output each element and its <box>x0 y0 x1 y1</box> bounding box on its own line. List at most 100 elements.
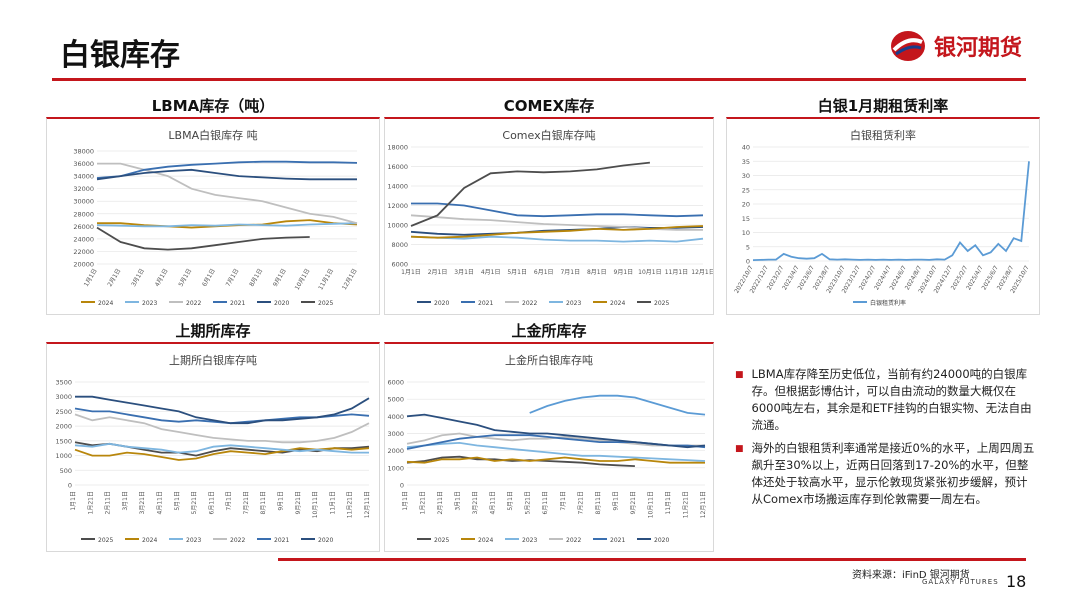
chart-lease: 白银租赁利率 0 5 10 15 20 25 30 35 40 2022/10/7 2022/12/7… <box>726 117 1040 315</box>
legend-label: 2022 <box>566 537 581 544</box>
page-title: 白银库存 <box>60 38 180 73</box>
x-tick-label: 11月1日 <box>329 491 336 514</box>
x-tick-label: 8月1日 <box>587 269 607 276</box>
commentary-item: ■ LBMA库存降至历史低位，当前有约24000吨的白银库存。但根据彭博估计，可… <box>735 366 1035 434</box>
x-tick-label: 6月1日 <box>534 269 554 276</box>
x-tick-label: 12月1日 <box>341 268 359 292</box>
y-tick-label: 24000 <box>73 235 94 243</box>
legend-label: 2025 <box>318 300 333 307</box>
series-line-2025 <box>96 226 310 251</box>
y-tick-label: 16000 <box>387 163 408 171</box>
x-tick-label: 3月21日 <box>472 491 479 514</box>
x-tick-label: 3月1日 <box>455 491 462 511</box>
chart-title: LBMA白银库存 吨 <box>168 128 257 142</box>
x-tick-label: 4月11日 <box>490 491 497 514</box>
y-tick-label: 10 <box>742 229 750 237</box>
x-tick-label: 9月1日 <box>612 491 619 511</box>
brand-logo: 银河期货 <box>888 28 1022 64</box>
legend-label: 2025 <box>98 537 113 544</box>
y-tick-label: 6000 <box>387 379 404 387</box>
comex-chart-svg: Comex白银库存吨 6000 8000 10000 12000 14000 16000 18… <box>387 128 713 307</box>
legend-label: 2024 <box>142 537 157 544</box>
x-tick-label: 9月1日 <box>272 268 288 289</box>
y-tick-label: 28000 <box>73 210 94 218</box>
brand-english: GALAXY FUTURES <box>922 578 999 586</box>
x-tick-label: 10月11日 <box>312 491 319 518</box>
x-tick-label: 3月1日 <box>122 491 129 511</box>
y-tick-label: 30 <box>742 172 750 180</box>
x-tick-label: 12月11日 <box>364 491 371 518</box>
series-line-2021 <box>406 434 706 450</box>
legend-label: 2020 <box>318 537 333 544</box>
y-tick-label: 26000 <box>73 223 94 231</box>
legend-label: 2024 <box>610 300 625 307</box>
x-tick-label: 4月1日 <box>481 269 501 276</box>
legend-label: 2023 <box>566 300 581 307</box>
series-line-2020 <box>96 168 357 181</box>
x-tick-label: 6月1日 <box>201 268 217 289</box>
x-tick-label: 8月1日 <box>248 268 264 289</box>
series-line-2020 <box>75 395 370 425</box>
y-tick-label: 500 <box>60 467 72 475</box>
series-line-2019 <box>529 394 706 416</box>
series-line-2025 <box>410 161 650 227</box>
y-tick-label: 22000 <box>73 248 94 256</box>
bullet-square-icon: ■ <box>735 370 744 380</box>
x-tick-label: 2月1日 <box>428 269 448 276</box>
legend-label: 白银租赁利率 <box>870 299 906 307</box>
series-line-2020 <box>406 413 706 449</box>
x-tick-label: 1月1日 <box>401 269 421 276</box>
legend-label: 2020 <box>434 300 449 307</box>
x-tick-label: 2月11日 <box>437 491 444 514</box>
x-tick-label: 5月1日 <box>174 491 181 511</box>
x-tick-label: 11月21日 <box>347 491 354 518</box>
commentary-item: ■ 海外的白银租赁利率通常是接近0%的水平，上周四周五飙升至30%以上，近两日回… <box>735 440 1035 508</box>
y-tick-label: 20000 <box>73 261 94 269</box>
x-tick-label: 4月11日 <box>156 491 163 514</box>
legend-label: 2023 <box>142 300 157 307</box>
y-tick-label: 4000 <box>387 413 404 421</box>
y-tick-label: 0 <box>746 258 750 266</box>
x-tick-label: 1月1日 <box>70 491 77 511</box>
x-tick-label: 9月21日 <box>295 491 302 514</box>
title-divider <box>52 78 1026 81</box>
x-tick-label: 12月1日 <box>691 269 713 276</box>
legend-label: 2021 <box>478 300 493 307</box>
legend-label: 2021 <box>610 537 625 544</box>
sge-chart-svg: 上金所白银库存吨 0 1000 2000 3000 4000 5000 6000 1月1日 1月2… <box>387 353 707 544</box>
legend-label: 2022 <box>522 300 537 307</box>
series-line-2022 <box>74 413 370 444</box>
brand-name: 银河期货 <box>933 36 1022 61</box>
x-tick-label: 10月1日 <box>294 268 312 292</box>
commentary: ■ LBMA库存降至历史低位，当前有约24000吨的白银库存。但根据彭博估计，可… <box>735 366 1035 508</box>
y-tick-label: 5 <box>746 243 750 251</box>
chart-sge: 上金所白银库存吨 0 1000 2000 3000 4000 5000 6000 1月1日 1月2… <box>384 342 714 552</box>
y-tick-label: 35 <box>742 158 750 166</box>
section-title-shfe: 上期所库存 <box>175 322 251 340</box>
shfe-chart-svg: 上期所白银库存吨 0 500 1000 1500 2000 2500 3000 3500 1月1日… <box>55 353 371 544</box>
x-tick-label: 3月21日 <box>139 491 146 514</box>
legend-label: 2020 <box>654 537 669 544</box>
legend-label: 2023 <box>522 537 537 544</box>
y-tick-label: 12000 <box>387 202 408 210</box>
legend-label: 2023 <box>186 537 201 544</box>
y-tick-label: 34000 <box>73 173 94 181</box>
legend-label: 2025 <box>434 537 449 544</box>
series-line-2023 <box>406 441 706 462</box>
y-tick-label: 40 <box>742 144 750 152</box>
x-tick-label: 10月1日 <box>638 269 661 276</box>
y-tick-label: 38000 <box>73 148 94 156</box>
y-tick-label: 2500 <box>55 408 72 416</box>
y-tick-label: 5000 <box>387 396 404 404</box>
legend-label: 2020 <box>274 300 289 307</box>
x-tick-label: 4月1日 <box>154 268 170 289</box>
x-tick-label: 5月21日 <box>191 491 198 514</box>
x-tick-label: 7月1日 <box>226 491 233 511</box>
x-tick-label: 11月1日 <box>665 269 688 276</box>
series-line-2023 <box>96 222 358 228</box>
x-tick-label: 7月21日 <box>243 491 250 514</box>
x-tick-label: 11月1日 <box>665 491 672 514</box>
x-tick-label: 1月1日 <box>83 268 99 289</box>
y-tick-label: 3000 <box>55 393 72 401</box>
x-tick-label: 1月21日 <box>87 491 94 514</box>
